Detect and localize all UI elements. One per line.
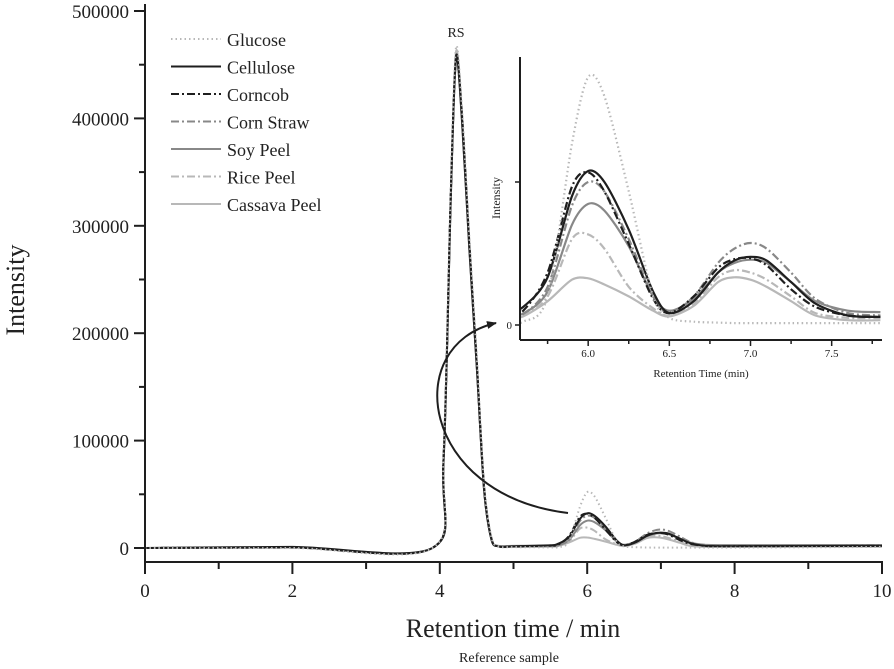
- legend-item-corncob: Corncob: [171, 85, 289, 105]
- inset-series-line-corncob: [520, 171, 881, 318]
- legend-item-cellulose: Cellulose: [171, 58, 295, 78]
- x-tick-label: 4: [435, 581, 445, 602]
- legend-label: Rice Peel: [227, 168, 295, 188]
- series-line-corn-straw: [144, 59, 882, 555]
- inset-series-line-cellulose: [520, 169, 881, 318]
- y-tick-label: 400000: [72, 109, 129, 130]
- inset-y-axis-label: Intensity: [489, 177, 503, 219]
- legend-label: Glucose: [227, 30, 286, 50]
- y-tick-label: 500000: [72, 2, 129, 23]
- y-tick-label: 0: [120, 539, 130, 560]
- figure-caption: Reference sample: [459, 651, 559, 666]
- x-tick-label: 2: [288, 581, 298, 602]
- x-tick-label: 6: [582, 581, 592, 602]
- inset-series-group: [520, 73, 881, 325]
- inset-x-tick-label: 7.0: [744, 348, 758, 360]
- inset-y-tick-label: 0: [507, 320, 513, 332]
- inset-series-line-cassava-peel: [520, 276, 881, 322]
- legend-item-cassava-peel: Cassava Peel: [171, 195, 321, 215]
- legend-label: Corn Straw: [227, 113, 310, 133]
- legend-label: Soy Peel: [227, 140, 291, 160]
- y-axis-label: Intensity: [1, 245, 30, 336]
- y-tick-label: 200000: [72, 324, 129, 345]
- inset-x-tick-label: 6.5: [662, 348, 676, 360]
- y-tick-label: 300000: [72, 217, 129, 238]
- inset-x-tick-label: 6.0: [581, 348, 595, 360]
- rs-annotation: RS: [447, 26, 464, 41]
- inset-series-line-rice-peel: [520, 231, 881, 320]
- legend-item-corn-straw: Corn Straw: [171, 113, 310, 133]
- legend-label: Corncob: [227, 85, 289, 105]
- x-axis-label: Retention time / min: [406, 614, 620, 643]
- main-series-group: [144, 44, 883, 556]
- main-axes: 0 2 4 6 8 10 0 100000 200000 300000 400000 500000: [72, 2, 892, 602]
- legend: Glucose Cellulose Corncob Corn Straw Soy Pee…: [171, 30, 321, 215]
- inset-axes: 0 6.0 6.5 7.0 7.5: [507, 57, 882, 360]
- zoom-arrow: [436, 321, 569, 514]
- inset-x-axis-label: Retention Time (min): [653, 368, 749, 380]
- x-tick-label: 0: [140, 581, 150, 602]
- inset-series-line-corn-straw: [520, 180, 881, 317]
- x-tick-label: 8: [730, 581, 740, 602]
- legend-label: Cellulose: [227, 58, 295, 78]
- series-line-rice-peel: [144, 57, 883, 555]
- legend-item-rice-peel: Rice Peel: [171, 168, 295, 188]
- x-tick-label: 10: [873, 581, 892, 602]
- legend-item-glucose: Glucose: [171, 30, 286, 50]
- inset-x-tick-label: 7.5: [825, 348, 839, 360]
- legend-item-soy-peel: Soy Peel: [171, 140, 291, 160]
- y-tick-label: 100000: [72, 432, 129, 453]
- legend-label: Cassava Peel: [227, 195, 321, 215]
